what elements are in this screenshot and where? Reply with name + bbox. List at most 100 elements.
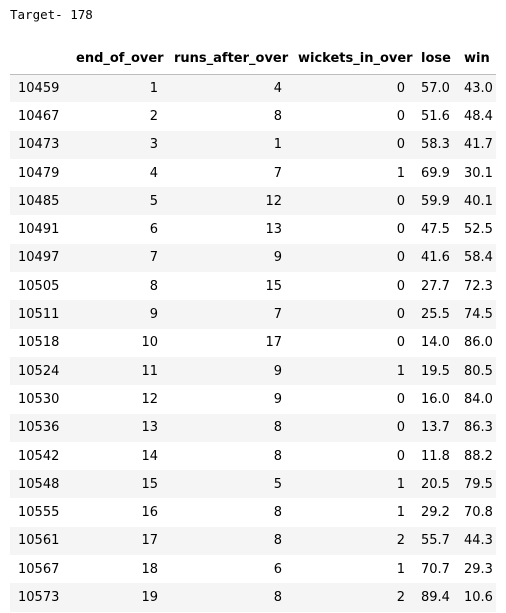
row-index: 10479 [18,165,60,181]
cell-win: 70.8 [464,505,493,521]
cell-end-of-over: 7 [149,250,158,266]
cell-win: 30.1 [464,165,493,181]
cell-wickets-in-over: 1 [396,505,405,521]
cell-end-of-over: 14 [141,448,158,464]
column-header-wickets-in-over: wickets_in_over [290,44,413,75]
cell-lose: 69.9 [421,165,450,181]
cell-wickets-in-over: 0 [396,193,405,209]
cell-wickets-in-over: 0 [396,222,405,238]
cell-lose: 58.3 [421,137,450,153]
cell-lose: 19.5 [421,363,450,379]
cell-win: 40.1 [464,193,493,209]
cell-runs-after-over: 17 [265,335,282,351]
cell-end-of-over: 5 [149,193,158,209]
cell-lose: 25.5 [421,307,450,323]
cell-end-of-over: 13 [141,420,158,436]
cell-runs-after-over: 4 [273,80,282,96]
cell-win: 29.3 [464,561,493,577]
cell-runs-after-over: 7 [273,307,282,323]
row-index: 10485 [18,193,60,209]
cell-runs-after-over: 8 [273,589,282,605]
index-column-header [10,44,68,75]
cell-runs-after-over: 5 [273,476,282,492]
cell-end-of-over: 4 [149,165,158,181]
cell-win: 86.0 [464,335,493,351]
table-row: 10497 7 9 0 41.6 58.4 [10,243,496,273]
cell-end-of-over: 19 [141,589,158,605]
cell-lose: 27.7 [421,278,450,294]
cell-wickets-in-over: 2 [396,589,405,605]
cell-wickets-in-over: 0 [396,80,405,96]
cell-lose: 51.6 [421,108,450,124]
cell-wickets-in-over: 0 [396,307,405,323]
cell-wickets-in-over: 0 [396,420,405,436]
cell-win: 41.7 [464,137,493,153]
table-row: 10548 15 5 1 20.5 79.5 [10,470,496,499]
cell-lose: 55.7 [421,533,450,549]
cell-wickets-in-over: 0 [396,391,405,407]
cell-runs-after-over: 1 [273,137,282,153]
table-row: 10505 8 15 0 27.7 72.3 [10,272,496,301]
cell-lose: 20.5 [421,476,450,492]
table-row: 10536 13 8 0 13.7 86.3 [10,413,496,442]
table-row: 10542 14 8 0 11.8 88.2 [10,441,496,471]
row-index: 10555 [18,505,60,521]
row-index: 10573 [18,589,60,605]
cell-wickets-in-over: 0 [396,448,405,464]
table-header: end_of_over runs_after_over wickets_in_o… [10,44,496,75]
cell-win: 74.5 [464,307,493,323]
column-header-runs-after-over: runs_after_over [166,44,290,75]
cell-wickets-in-over: 1 [396,363,405,379]
row-index: 10473 [18,137,60,153]
row-index: 10491 [18,222,60,238]
cell-runs-after-over: 9 [273,363,282,379]
cell-win: 10.6 [464,589,493,605]
cell-win: 52.5 [464,222,493,238]
cell-runs-after-over: 8 [273,420,282,436]
table-row: 10511 9 7 0 25.5 74.5 [10,300,496,329]
cell-runs-after-over: 12 [265,193,282,209]
row-index: 10505 [18,278,60,294]
cell-end-of-over: 10 [141,335,158,351]
table-row: 10479 4 7 1 69.9 30.1 [10,158,496,188]
column-header-end-of-over: end_of_over [68,44,166,75]
cell-win: 72.3 [464,278,493,294]
cell-wickets-in-over: 0 [396,278,405,294]
cell-wickets-in-over: 1 [396,165,405,181]
cell-wickets-in-over: 0 [396,137,405,153]
cell-runs-after-over: 8 [273,108,282,124]
cell-runs-after-over: 13 [265,222,282,238]
cell-wickets-in-over: 0 [396,108,405,124]
cell-end-of-over: 9 [149,307,158,323]
cell-end-of-over: 11 [141,363,158,379]
cell-win: 44.3 [464,533,493,549]
cell-end-of-over: 18 [141,561,158,577]
cell-runs-after-over: 6 [273,561,282,577]
cell-wickets-in-over: 2 [396,533,405,549]
cell-runs-after-over: 7 [273,165,282,181]
cell-lose: 41.6 [421,250,450,266]
cell-lose: 47.5 [421,222,450,238]
row-index: 10567 [18,561,60,577]
row-index: 10561 [18,533,60,549]
cell-wickets-in-over: 0 [396,250,405,266]
row-index: 10530 [18,391,60,407]
table-row: 10555 16 8 1 29.2 70.8 [10,498,496,527]
cell-end-of-over: 3 [149,137,158,153]
row-index: 10542 [18,448,60,464]
cell-win: 79.5 [464,476,493,492]
cell-wickets-in-over: 1 [396,476,405,492]
row-index: 10511 [18,307,60,323]
table-body: 10459 1 4 0 57.0 43.0 10467 2 8 0 51.6 48.4 10473 3 1 0… [10,74,496,612]
cell-end-of-over: 1 [149,80,158,96]
cell-output-stdout: Target- 178 [10,7,93,22]
cell-lose: 59.9 [421,193,450,209]
cell-win: 84.0 [464,391,493,407]
cell-runs-after-over: 15 [265,278,282,294]
dataframe-table: end_of_over runs_after_over wickets_in_o… [10,44,496,612]
cell-wickets-in-over: 0 [396,335,405,351]
cell-end-of-over: 17 [141,533,158,549]
cell-runs-after-over: 9 [273,391,282,407]
table-row: 10473 3 1 0 58.3 41.7 [10,130,496,159]
cell-runs-after-over: 8 [273,448,282,464]
